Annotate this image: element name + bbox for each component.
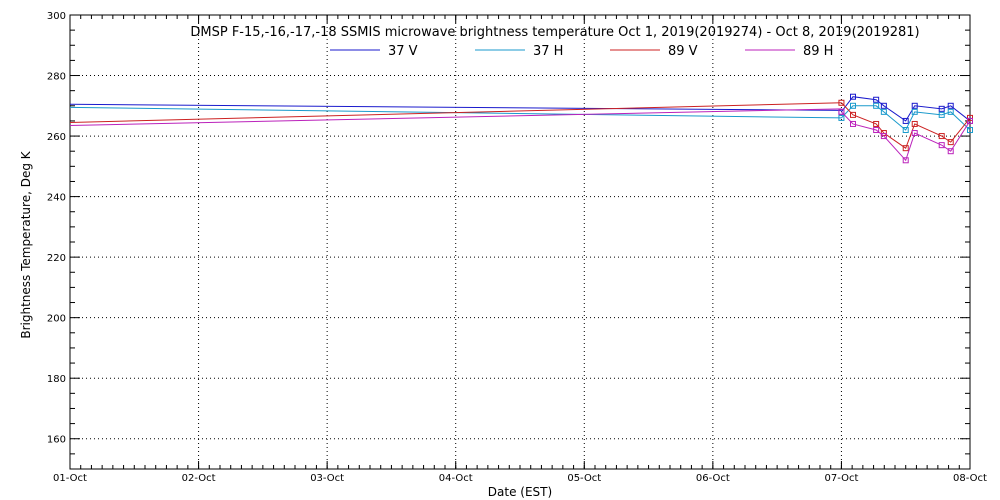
data-point-marker (873, 102, 880, 109)
plot-frame (69, 14, 971, 470)
grid-lines (70, 15, 970, 469)
axes: 01-Oct 02-Oct 03-Oct 04-Oct 05-Oct 06-Oct 07-O… (47, 11, 987, 484)
series-89-h (69, 108, 973, 164)
data-point-marker (947, 108, 954, 115)
data-point-marker (902, 117, 909, 124)
data-point-marker (902, 127, 909, 134)
data-point-marker (850, 111, 856, 118)
legend-label: 89 H (803, 44, 833, 59)
data-point-marker (880, 133, 887, 140)
data-point-marker (880, 108, 887, 115)
x-axis-label: Date (EST) (488, 485, 552, 499)
legend-label: 89 V (668, 44, 698, 59)
data-point-marker (873, 120, 880, 127)
legend-label: 37 V (388, 44, 418, 59)
legend-label: 37 H (533, 44, 563, 59)
x-tick-label: 06-Oct (696, 473, 730, 484)
legend: 37 V 37 H 89 V 89 H (330, 44, 833, 59)
series-trend-line (69, 108, 842, 126)
x-tick-label: 04-Oct (439, 473, 473, 484)
x-tick-label: 02-Oct (182, 473, 216, 484)
data-point-marker (850, 102, 856, 109)
data-point-marker (880, 102, 887, 109)
data-point-marker (902, 145, 909, 152)
data-point-marker (967, 117, 973, 124)
x-tick-label: 07-Oct (824, 473, 858, 484)
series-line (841, 96, 971, 122)
data-point-marker (967, 114, 973, 121)
x-tick-label: 08-Oct (953, 473, 987, 484)
data-point-marker (938, 142, 945, 149)
series-89-v (69, 99, 973, 152)
data-point-marker (967, 127, 973, 134)
data-point-marker (838, 114, 845, 121)
data-point-marker (911, 130, 918, 137)
data-point-marker (850, 93, 856, 100)
data-point-marker (902, 157, 909, 164)
chart-title: DMSP F-15,-16,-17,-18 SSMIS microwave br… (190, 25, 919, 40)
y-tick-label: 200 (47, 314, 66, 325)
y-axis-label: Brightness Temperature, Deg K (19, 150, 33, 338)
data-point-marker (911, 108, 918, 115)
x-tick-label: 05-Oct (567, 473, 601, 484)
data-point-marker (911, 120, 918, 127)
y-tick-label: 220 (47, 253, 66, 264)
y-tick-label: 280 (47, 72, 66, 83)
y-tick-label: 300 (47, 11, 66, 22)
y-tick-label: 240 (47, 193, 66, 204)
series-trend-line (69, 103, 842, 111)
y-tick-label: 180 (47, 374, 66, 385)
data-point-marker (947, 102, 954, 109)
data-point-marker (911, 102, 918, 109)
data-point-marker (938, 111, 945, 118)
data-point-marker (873, 127, 880, 134)
x-tick-label: 01-Oct (53, 473, 87, 484)
data-point-marker (947, 139, 954, 146)
data-point-marker (838, 99, 845, 106)
series-layer (69, 93, 973, 164)
y-tick-label: 260 (47, 132, 66, 143)
data-point-marker (938, 105, 945, 112)
data-point-marker (947, 148, 954, 155)
y-tick-label: 160 (47, 435, 66, 446)
series-trend-line (69, 102, 842, 123)
data-point-marker (838, 108, 845, 115)
data-point-marker (850, 120, 856, 127)
data-point-marker (938, 133, 945, 140)
data-point-marker (873, 96, 880, 103)
x-tick-label: 03-Oct (310, 473, 344, 484)
